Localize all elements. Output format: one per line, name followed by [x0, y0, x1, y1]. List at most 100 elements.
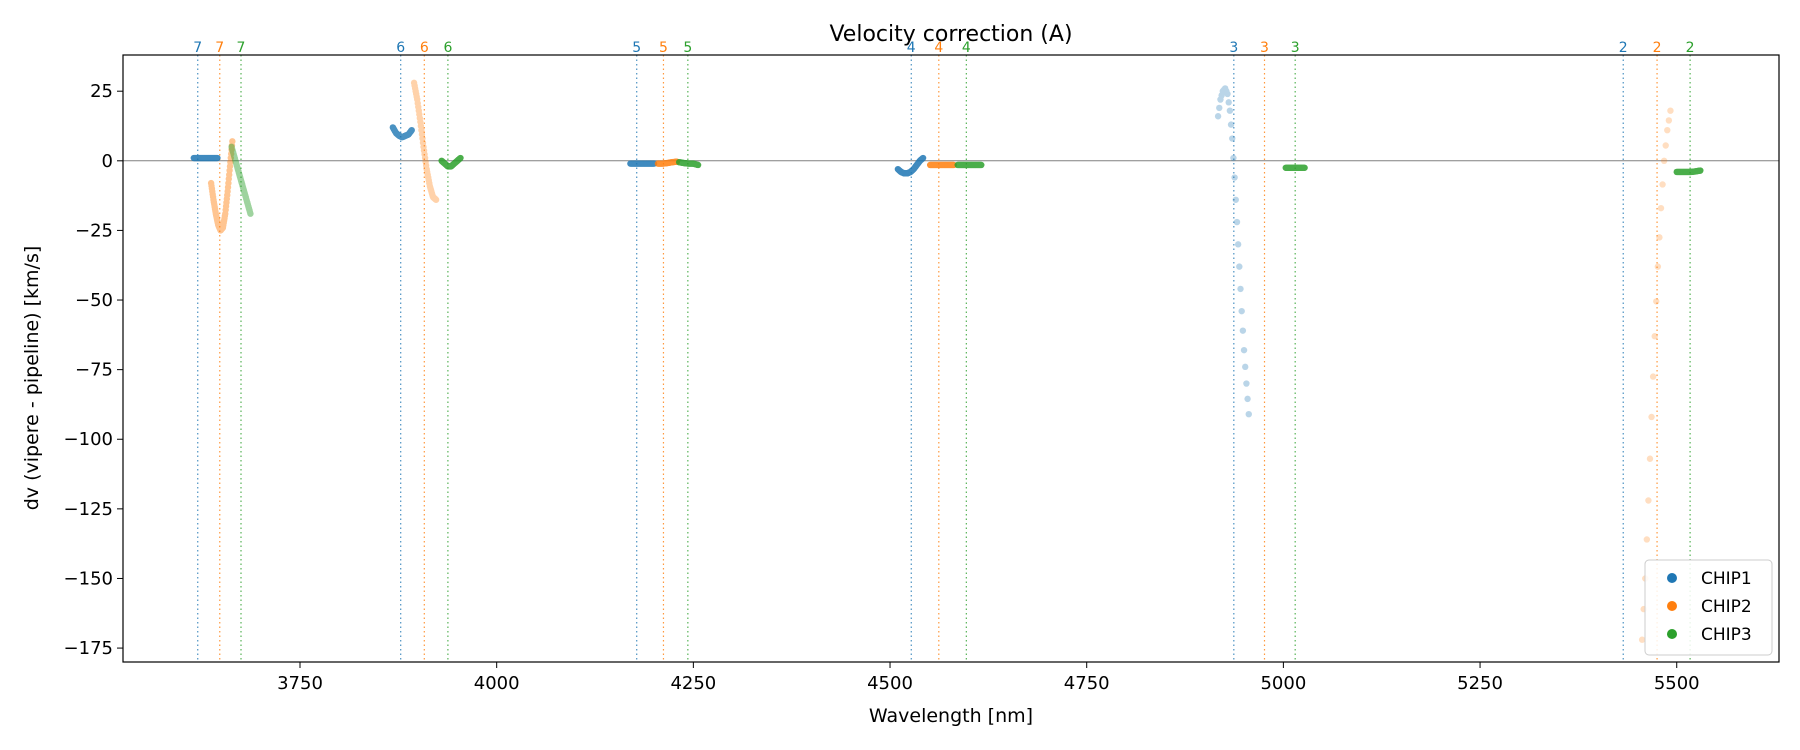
data-point — [242, 191, 249, 199]
data-point — [1646, 455, 1654, 462]
order-marker-label: 7 — [237, 40, 246, 56]
data-point — [1645, 497, 1652, 504]
data-point — [214, 219, 221, 227]
y-axis-label: dv (vipere - pipeline) [km/s] — [21, 246, 43, 511]
order-marker-label: 2 — [1686, 40, 1695, 56]
order-marker-label: 5 — [683, 40, 692, 56]
data-point — [429, 193, 437, 201]
data-point — [237, 177, 245, 184]
data-point — [1223, 87, 1230, 95]
data-point — [416, 114, 424, 122]
data-point — [1651, 333, 1658, 340]
data-point — [212, 208, 219, 215]
data-point — [1230, 154, 1237, 162]
data-point — [1643, 536, 1651, 543]
data-point — [240, 186, 247, 193]
data-point — [429, 191, 436, 199]
series-chip1-order-3 — [1214, 85, 1252, 418]
data-point — [1216, 104, 1223, 112]
data-point — [214, 217, 221, 225]
data-point — [1243, 380, 1250, 387]
data-point — [432, 196, 440, 203]
data-point — [411, 85, 419, 92]
order-marker-label: 7 — [193, 40, 202, 56]
data-point — [1659, 181, 1666, 188]
data-point — [226, 163, 234, 170]
data-point — [1236, 263, 1243, 270]
data-point — [219, 224, 227, 231]
data-point — [1656, 234, 1663, 241]
data-point — [421, 151, 428, 158]
data-point — [1664, 126, 1671, 134]
data-point — [216, 224, 223, 231]
legend-marker-chip1 — [1667, 573, 1677, 583]
data-point — [235, 167, 242, 175]
data-point — [408, 126, 415, 134]
data-point — [228, 143, 235, 151]
data-point — [413, 93, 420, 100]
data-point — [209, 188, 216, 195]
data-point — [241, 190, 248, 197]
data-point — [426, 182, 434, 190]
data-point — [219, 224, 226, 232]
series-chip1-order-4 — [894, 154, 927, 177]
series-chip2-order-6 — [410, 79, 440, 203]
data-point — [425, 177, 432, 184]
data-point — [1638, 636, 1646, 643]
data-point — [1238, 307, 1245, 315]
data-point — [225, 179, 232, 187]
x-tick-label: 5500 — [1654, 673, 1700, 694]
data-point — [420, 147, 428, 154]
y-tick-label: 0 — [102, 151, 113, 172]
series-chip3-order-3 — [1282, 164, 1308, 171]
series-chip1-order-6 — [389, 124, 415, 141]
data-point — [220, 222, 227, 229]
data-point — [431, 195, 438, 202]
data-point — [235, 169, 243, 177]
order-marker-label: 4 — [934, 40, 943, 56]
data-point — [1227, 121, 1235, 128]
series-chip3-order-2 — [1673, 167, 1704, 176]
legend-label-chip2: CHIP2 — [1701, 597, 1752, 617]
data-point — [1220, 86, 1228, 94]
data-point — [237, 175, 244, 182]
order-marker-label: 6 — [443, 40, 452, 56]
order-marker-label: 4 — [962, 40, 971, 56]
x-tick-label: 4250 — [670, 673, 716, 694]
data-point — [428, 188, 435, 195]
data-point — [411, 82, 418, 89]
data-point — [1665, 117, 1673, 124]
y-tick-label: −25 — [75, 220, 113, 241]
x-tick-label: 5000 — [1260, 673, 1306, 694]
data-point — [228, 142, 236, 149]
data-point — [223, 199, 230, 206]
data-point — [412, 90, 420, 98]
data-point — [1233, 218, 1241, 226]
data-point — [418, 131, 426, 138]
data-point — [232, 156, 239, 164]
data-point — [416, 111, 423, 118]
data-point — [419, 139, 427, 146]
data-point — [226, 171, 233, 178]
data-point — [423, 168, 431, 176]
data-point — [224, 191, 231, 199]
data-point — [225, 175, 233, 183]
data-point — [244, 201, 252, 208]
data-point — [415, 103, 422, 111]
data-point — [221, 215, 228, 222]
data-point — [228, 145, 236, 152]
data-point — [425, 174, 432, 181]
data-point — [208, 185, 216, 192]
data-point — [1648, 413, 1655, 421]
data-point — [1218, 92, 1225, 99]
data-point — [229, 138, 236, 145]
data-point — [211, 203, 218, 210]
series-chip3-order-7 — [228, 143, 254, 217]
data-point — [210, 198, 218, 206]
order-marker-label: 2 — [1653, 40, 1662, 56]
data-point — [222, 203, 230, 210]
data-point — [217, 227, 224, 234]
data-point — [246, 206, 253, 214]
data-point — [247, 210, 254, 217]
